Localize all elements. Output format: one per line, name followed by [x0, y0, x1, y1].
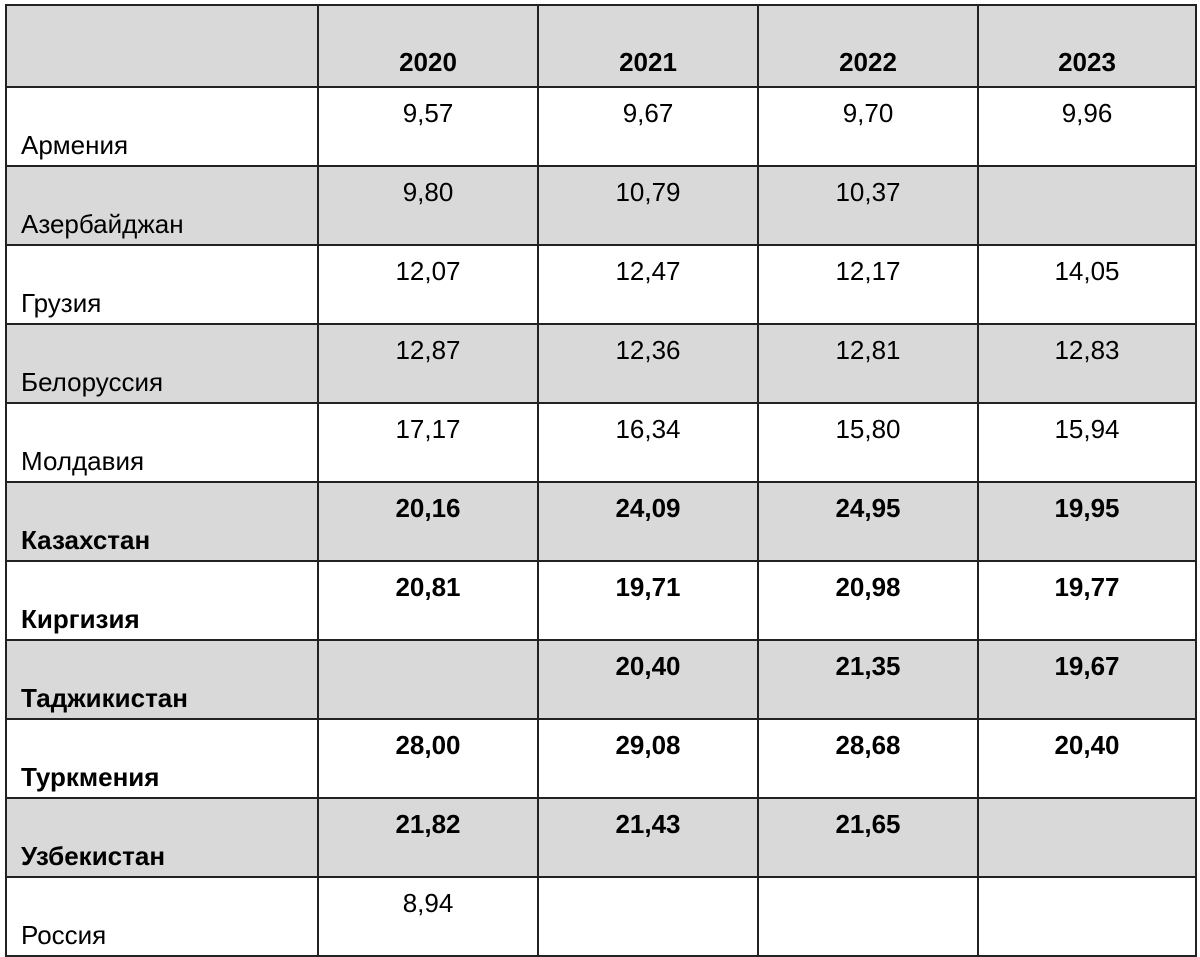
value-cell: [977, 797, 1197, 878]
table-row: Туркмения 28,00 29,08 28,68 20,40: [5, 718, 1197, 799]
value-cell: 21,43: [537, 797, 759, 878]
value-cell: 9,67: [537, 86, 759, 167]
header-cell-empty: [5, 4, 319, 88]
value-cell: [757, 876, 979, 957]
value-cell: 19,95: [977, 481, 1197, 562]
header-cell-year: 2022: [757, 4, 979, 88]
value-cell: 16,34: [537, 402, 759, 483]
value-cell: 12,17: [757, 244, 979, 325]
table-row: Киргизия 20,81 19,71 20,98 19,77: [5, 560, 1197, 641]
value-cell: [977, 876, 1197, 957]
value-cell: 28,68: [757, 718, 979, 799]
value-cell: 9,96: [977, 86, 1197, 167]
value-cell: 19,71: [537, 560, 759, 641]
table-row: Армения 9,57 9,67 9,70 9,96: [5, 86, 1197, 167]
value-cell: 20,16: [317, 481, 539, 562]
value-cell: 20,98: [757, 560, 979, 641]
value-cell: 21,82: [317, 797, 539, 878]
country-cell: Киргизия: [5, 560, 319, 641]
value-cell: 20,40: [537, 639, 759, 720]
value-cell: 15,80: [757, 402, 979, 483]
value-cell: 19,77: [977, 560, 1197, 641]
table-row: Казахстан 20,16 24,09 24,95 19,95: [5, 481, 1197, 562]
country-cell: Таджикистан: [5, 639, 319, 720]
country-cell: Белоруссия: [5, 323, 319, 404]
value-cell: 29,08: [537, 718, 759, 799]
header-row: 2020 2021 2022 2023: [5, 4, 1197, 88]
value-cell: 12,36: [537, 323, 759, 404]
value-cell: 24,95: [757, 481, 979, 562]
table-row: Грузия 12,07 12,47 12,17 14,05: [5, 244, 1197, 325]
value-cell: 24,09: [537, 481, 759, 562]
table-row: Узбекистан 21,82 21,43 21,65: [5, 797, 1197, 878]
country-cell: Узбекистан: [5, 797, 319, 878]
value-cell: 21,35: [757, 639, 979, 720]
header-cell-year: 2021: [537, 4, 759, 88]
table-row: Таджикистан 20,40 21,35 19,67: [5, 639, 1197, 720]
table-row: Молдавия 17,17 16,34 15,80 15,94: [5, 402, 1197, 483]
country-cell: Туркмения: [5, 718, 319, 799]
country-cell: Азербайджан: [5, 165, 319, 246]
value-cell: 9,80: [317, 165, 539, 246]
value-cell: 10,37: [757, 165, 979, 246]
value-cell: 14,05: [977, 244, 1197, 325]
header-cell-year: 2020: [317, 4, 539, 88]
value-cell: 12,87: [317, 323, 539, 404]
value-cell: 9,70: [757, 86, 979, 167]
value-cell: [317, 639, 539, 720]
value-cell: [977, 165, 1197, 246]
value-cell: 15,94: [977, 402, 1197, 483]
value-cell: 21,65: [757, 797, 979, 878]
country-cell: Россия: [5, 876, 319, 957]
country-cell: Молдавия: [5, 402, 319, 483]
value-cell: 28,00: [317, 718, 539, 799]
value-cell: 10,79: [537, 165, 759, 246]
value-cell: 12,07: [317, 244, 539, 325]
table-row: Азербайджан 9,80 10,79 10,37: [5, 165, 1197, 246]
data-table: 2020 2021 2022 2023 Армения 9,57 9,67 9,70 9…: [5, 4, 1197, 957]
table-row: Белоруссия 12,87 12,36 12,81 12,83: [5, 323, 1197, 404]
value-cell: 20,81: [317, 560, 539, 641]
value-cell: [537, 876, 759, 957]
value-cell: 9,57: [317, 86, 539, 167]
value-cell: 19,67: [977, 639, 1197, 720]
header-cell-year: 2023: [977, 4, 1197, 88]
value-cell: 20,40: [977, 718, 1197, 799]
value-cell: 8,94: [317, 876, 539, 957]
country-cell: Казахстан: [5, 481, 319, 562]
value-cell: 12,83: [977, 323, 1197, 404]
value-cell: 17,17: [317, 402, 539, 483]
country-cell: Грузия: [5, 244, 319, 325]
country-cell: Армения: [5, 86, 319, 167]
value-cell: 12,47: [537, 244, 759, 325]
value-cell: 12,81: [757, 323, 979, 404]
table-row: Россия 8,94: [5, 876, 1197, 957]
